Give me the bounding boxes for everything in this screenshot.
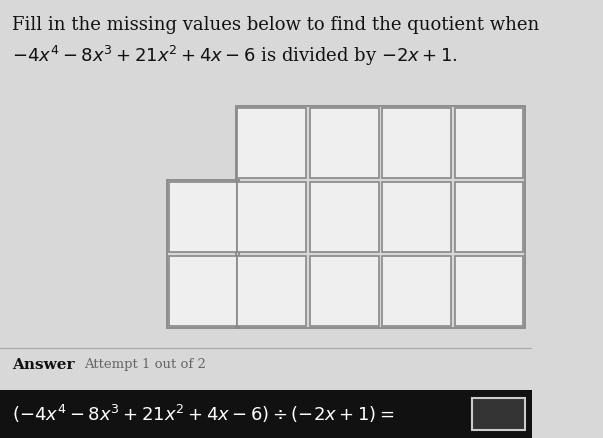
Bar: [382, 108, 451, 178]
Text: Answer: Answer: [12, 358, 75, 372]
Bar: [169, 182, 238, 252]
Bar: [455, 182, 523, 252]
Bar: [382, 256, 451, 326]
Bar: [382, 182, 451, 252]
Text: Attempt 1 out of 2: Attempt 1 out of 2: [84, 358, 206, 371]
Bar: [238, 108, 306, 178]
Bar: [236, 106, 525, 328]
Bar: [310, 182, 379, 252]
Bar: [167, 180, 239, 328]
Bar: [169, 256, 238, 326]
Text: Fill in the missing values below to find the quotient when: Fill in the missing values below to find…: [12, 16, 540, 34]
Text: $-4x^4 - 8x^3 + 21x^2 + 4x - 6$ is divided by $-2x + 1$.: $-4x^4 - 8x^3 + 21x^2 + 4x - 6$ is divid…: [12, 44, 458, 68]
Bar: [0, 390, 532, 438]
Bar: [310, 108, 379, 178]
Bar: [238, 256, 306, 326]
Text: $(-4x^4 - 8x^3 + 21x^2 + 4x - 6) \div (-2x + 1) =$: $(-4x^4 - 8x^3 + 21x^2 + 4x - 6) \div (-…: [12, 403, 395, 425]
Bar: [472, 398, 525, 430]
Bar: [238, 182, 306, 252]
Bar: [455, 108, 523, 178]
Bar: [455, 256, 523, 326]
Bar: [310, 256, 379, 326]
